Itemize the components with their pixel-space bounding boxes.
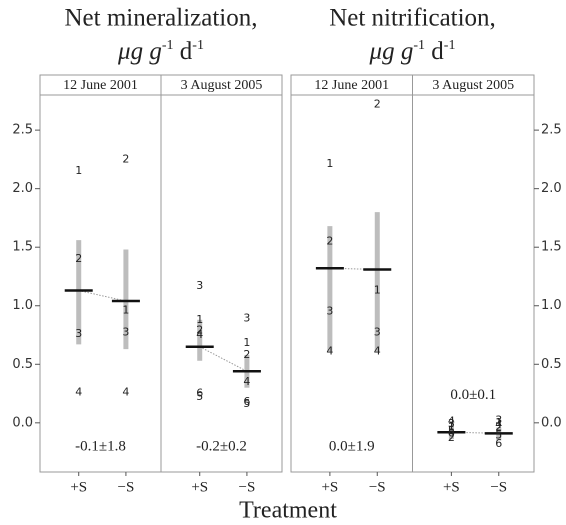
- units-text: μg g: [369, 38, 414, 65]
- replicate-point: 2: [374, 97, 381, 110]
- replicate-point: 1: [122, 303, 129, 316]
- x-tick-label: −S: [118, 479, 135, 495]
- replicate-point: 2: [75, 252, 82, 265]
- facet-annotation: -0.2±0.2: [196, 438, 247, 454]
- x-tick-label: −S: [239, 479, 256, 495]
- y-tick-label: 2.5: [12, 123, 33, 138]
- replicate-point: 6: [495, 437, 502, 450]
- replicate-point: 3: [326, 305, 333, 318]
- units-exponent: -1: [162, 38, 174, 53]
- panel-title: Net nitrification,: [329, 5, 496, 32]
- y-tick-label: 0.5: [541, 357, 562, 372]
- replicate-point: 3: [122, 326, 129, 339]
- replicate-point: 4: [495, 418, 502, 431]
- x-axis-label: Treatment: [239, 498, 337, 524]
- replicate-point: 5: [448, 424, 455, 437]
- x-tick-label: −S: [490, 479, 507, 495]
- replicate-point: 4: [326, 344, 333, 357]
- y-tick-label: 1.0: [12, 298, 33, 313]
- units-text: d: [174, 38, 193, 65]
- y-tick-label: 0.5: [12, 357, 33, 372]
- replicate-point: 1: [243, 336, 250, 349]
- replicate-point: 1: [495, 416, 502, 429]
- replicate-point: 4: [243, 375, 250, 388]
- replicate-point: 2: [326, 234, 333, 247]
- units-text: μg g: [117, 38, 162, 65]
- replicate-point: 1: [374, 284, 381, 297]
- replicate-point: 6: [196, 387, 203, 400]
- mean-connector: [199, 346, 248, 372]
- y-tick-label: 1.5: [541, 240, 562, 255]
- replicate-point: 4: [448, 415, 455, 428]
- panel-title: Net mineralization,: [65, 5, 258, 32]
- mean-connector: [78, 290, 127, 302]
- replicate-point: 3: [374, 326, 381, 339]
- replicate-point: 1: [326, 157, 333, 170]
- facet-label: 12 June 2001: [314, 78, 389, 93]
- replicate-point: 4: [122, 385, 129, 398]
- y-tick-label: 0.0: [541, 415, 562, 430]
- replicate-point: 6: [448, 426, 455, 439]
- units-text: d: [425, 38, 444, 65]
- replicate-point: 1: [75, 164, 82, 177]
- replicate-point: 5: [243, 397, 250, 410]
- replicate-point: 4: [374, 344, 381, 357]
- replicate-point: 3: [495, 413, 502, 426]
- units-exponent: -1: [444, 38, 456, 53]
- x-tick-label: +S: [70, 479, 87, 495]
- y-tick-label: 1.0: [541, 298, 562, 313]
- replicate-point: 5: [495, 429, 502, 442]
- y-tick-label: 2.5: [541, 123, 562, 138]
- x-tick-label: +S: [321, 479, 338, 495]
- x-tick-label: −S: [369, 479, 386, 495]
- replicate-point: 2: [196, 323, 203, 336]
- facet-label: 3 August 2005: [181, 78, 263, 93]
- y-tick-label: 2.0: [12, 181, 33, 196]
- replicate-point: 2: [495, 421, 502, 434]
- replicate-point: 4: [75, 385, 82, 398]
- replicate-point: 1: [196, 313, 203, 326]
- y-tick-label: 2.0: [541, 181, 562, 196]
- y-tick-label: 1.5: [12, 240, 33, 255]
- x-tick-label: +S: [191, 479, 208, 495]
- facet-label: 3 August 2005: [432, 78, 514, 93]
- facet-annotation: 0.0±0.1: [450, 387, 496, 403]
- units-exponent: -1: [192, 38, 204, 53]
- x-tick-label: +S: [443, 479, 460, 495]
- replicate-point: 6: [243, 395, 250, 408]
- replicate-point: 3: [448, 417, 455, 430]
- replicate-point: 5: [196, 390, 203, 403]
- replicate-point: 3: [75, 327, 82, 340]
- replicate-point: 2: [243, 348, 250, 361]
- facet-label: 12 June 2001: [63, 78, 138, 93]
- replicate-point: 4: [196, 328, 203, 341]
- replicate-point: 3: [243, 312, 250, 325]
- replicate-point: 1: [448, 421, 455, 434]
- facet-annotation: -0.1±1.8: [75, 438, 126, 454]
- units-exponent: -1: [413, 38, 425, 53]
- replicate-point: 2: [122, 152, 129, 165]
- facet-annotation: 0.0±1.9: [329, 438, 375, 454]
- panel-units: μg g-1 d-1: [117, 38, 204, 65]
- panel-units: μg g-1 d-1: [369, 38, 456, 65]
- replicate-point: 3: [196, 279, 203, 292]
- replicate-point: 2: [448, 431, 455, 444]
- y-tick-label: 0.0: [12, 415, 33, 430]
